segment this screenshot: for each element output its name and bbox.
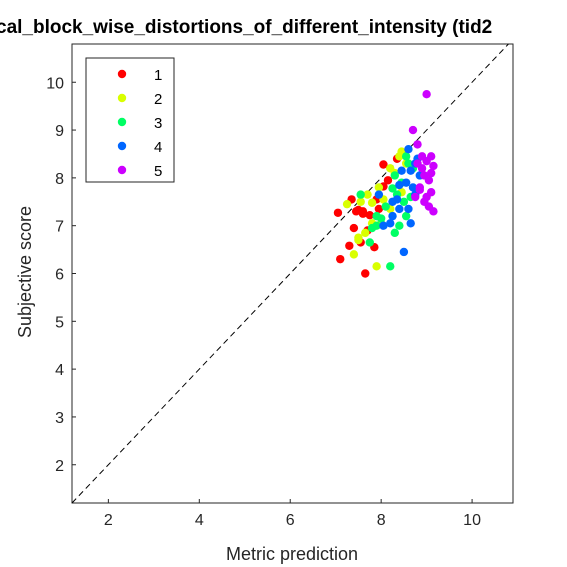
legend-label-4: 4 xyxy=(154,139,162,156)
legend-label-3: 3 xyxy=(154,115,162,132)
series-2-point xyxy=(363,190,372,199)
series-2-point xyxy=(356,197,365,206)
series-2-point xyxy=(361,228,370,238)
series-1-point xyxy=(383,176,393,185)
series-4-point xyxy=(392,195,402,204)
series-3-point xyxy=(381,202,390,211)
series-4-point xyxy=(397,166,406,175)
series-3-point xyxy=(388,184,397,193)
series-5-point xyxy=(426,152,436,161)
series-3-point xyxy=(356,190,365,199)
series-3-point xyxy=(365,238,374,247)
y-tick-label: 8 xyxy=(55,171,64,188)
series-4-point xyxy=(374,190,384,199)
x-tick-label: 6 xyxy=(286,512,295,529)
series-3-point xyxy=(372,221,381,230)
chart-title: cal_block_wise_distortions_of_different_… xyxy=(0,17,492,38)
x-tick-label: 8 xyxy=(377,512,386,529)
series-2-point xyxy=(374,183,384,192)
series-5-point xyxy=(424,176,434,185)
y-tick-label: 10 xyxy=(46,75,64,92)
series-4-point xyxy=(404,144,413,154)
series-1-point xyxy=(361,269,370,278)
series-5-point xyxy=(411,192,420,202)
series-4-point xyxy=(404,204,413,214)
y-axis-ticks: 2 3 4 5 6 7 8 9 10 xyxy=(46,75,76,475)
legend-box xyxy=(85,57,175,183)
series-4-point xyxy=(406,219,415,228)
series-2-point xyxy=(342,199,352,209)
series-3-point xyxy=(399,197,409,206)
series-5-point xyxy=(426,168,436,178)
series-5-point xyxy=(422,90,431,99)
series-1-point xyxy=(379,160,388,169)
y-axis-label: Subjective score xyxy=(15,206,35,338)
legend-marker-4 xyxy=(117,141,127,151)
series-1-point xyxy=(349,223,359,233)
legend-label-2: 2 xyxy=(154,91,162,108)
series-3-point xyxy=(372,211,381,221)
series-4-point xyxy=(386,219,395,228)
y-tick-label: 6 xyxy=(55,267,64,284)
series-2-point xyxy=(367,198,377,207)
legend-label-1: 1 xyxy=(154,67,162,84)
series-1-point xyxy=(365,210,374,220)
series-5-point xyxy=(429,207,438,216)
series-3-point xyxy=(390,171,399,180)
y-tick-label: 7 xyxy=(55,219,64,236)
series-5-point xyxy=(413,140,422,149)
series-4-point xyxy=(408,183,418,192)
legend-marker-5 xyxy=(117,165,127,175)
legend-marker-3 xyxy=(117,117,127,127)
series-4-point xyxy=(401,178,411,187)
y-tick-label: 5 xyxy=(55,314,64,331)
series-1-point xyxy=(333,208,343,217)
series-5-point xyxy=(415,185,424,195)
series-3-point xyxy=(395,221,404,230)
series-2-point xyxy=(349,250,359,259)
series-4-point xyxy=(388,211,397,221)
series-3-point xyxy=(401,211,411,221)
x-axis-label: Metric prediction xyxy=(226,544,358,564)
y-tick-label: 2 xyxy=(55,458,64,475)
series-4-point xyxy=(395,204,404,214)
series-1-point xyxy=(345,241,354,250)
y-tick-label: 4 xyxy=(55,362,64,379)
series-3-point xyxy=(390,228,399,238)
series-1-point xyxy=(358,209,368,218)
series-3-point xyxy=(386,262,395,271)
x-tick-label: 4 xyxy=(195,512,204,529)
series-5-point xyxy=(417,164,427,173)
series-1-point xyxy=(336,254,345,264)
series-4-point xyxy=(406,166,415,175)
series-2-point xyxy=(372,262,381,271)
legend-marker-2 xyxy=(117,93,127,103)
x-tick-label: 2 xyxy=(104,512,113,529)
series-4-point xyxy=(399,247,409,257)
y-tick-label: 3 xyxy=(55,410,64,427)
legend: 1 2 3 4 5 xyxy=(85,57,175,183)
series-5-point xyxy=(426,188,436,197)
data-points xyxy=(333,90,438,278)
series-2-point xyxy=(354,233,363,242)
x-tick-label: 10 xyxy=(463,512,481,529)
legend-label-5: 5 xyxy=(154,163,162,180)
series-5-point xyxy=(408,125,418,135)
x-axis-ticks: 2 4 6 8 10 xyxy=(104,499,481,529)
series-1-point xyxy=(374,204,384,214)
series-4-point xyxy=(395,180,404,190)
y-tick-label: 9 xyxy=(55,123,64,140)
series-3-point xyxy=(401,152,411,161)
series-4-point xyxy=(379,221,388,230)
series-5-point xyxy=(429,161,438,171)
identity-reference-line xyxy=(71,43,509,504)
legend-marker-1 xyxy=(117,69,127,79)
